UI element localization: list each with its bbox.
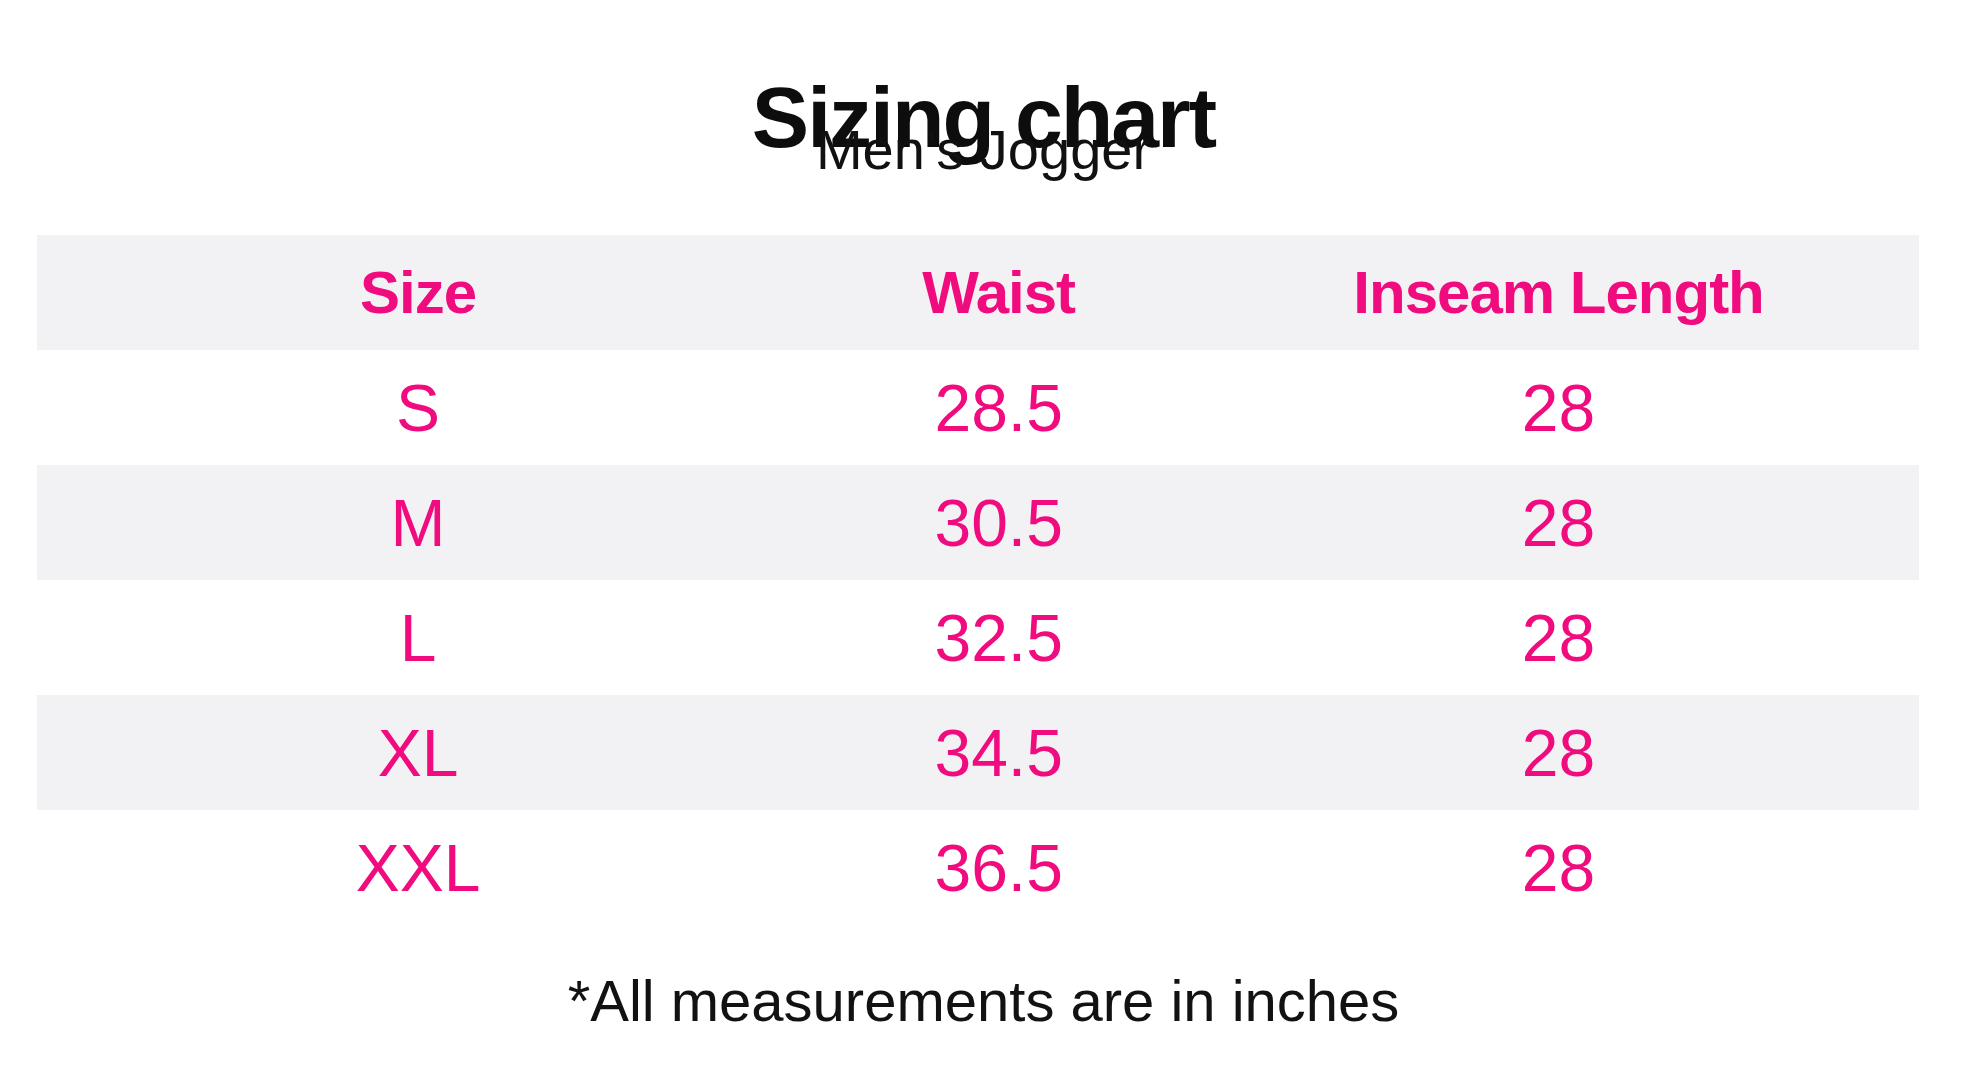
size-cell: M — [37, 490, 799, 556]
size-cell: S — [37, 375, 799, 441]
table-row-s: S 28.5 28 — [37, 350, 1919, 465]
header-cell-waist: Waist — [799, 263, 1198, 323]
inseam-cell: 28 — [1198, 720, 1919, 786]
table-row-l: L 32.5 28 — [37, 580, 1919, 695]
inseam-cell: 28 — [1198, 490, 1919, 556]
sizing-table: Size Waist Inseam Length S 28.5 28 M 30.… — [37, 235, 1919, 925]
table-header-row: Size Waist Inseam Length — [37, 235, 1919, 350]
waist-cell: 32.5 — [799, 605, 1198, 671]
waist-cell: 30.5 — [799, 490, 1198, 556]
waist-cell: 28.5 — [799, 375, 1198, 441]
inseam-cell: 28 — [1198, 375, 1919, 441]
size-cell: XXL — [37, 835, 799, 901]
size-cell: L — [37, 605, 799, 671]
inseam-cell: 28 — [1198, 605, 1919, 671]
page-subtitle: Men’s Jogger — [0, 122, 1967, 178]
header-cell-inseam: Inseam Length — [1198, 263, 1919, 323]
table-row-xxl: XXL 36.5 28 — [37, 810, 1919, 925]
table-row-m: M 30.5 28 — [37, 465, 1919, 580]
table-row-xl: XL 34.5 28 — [37, 695, 1919, 810]
measurements-footnote: *All measurements are in inches — [0, 972, 1967, 1030]
size-cell: XL — [37, 720, 799, 786]
inseam-cell: 28 — [1198, 835, 1919, 901]
header-cell-size: Size — [37, 263, 799, 323]
waist-cell: 36.5 — [799, 835, 1198, 901]
waist-cell: 34.5 — [799, 720, 1198, 786]
sizing-chart-page: Sizing chart Men’s Jogger Size Waist Ins… — [0, 0, 1967, 1092]
